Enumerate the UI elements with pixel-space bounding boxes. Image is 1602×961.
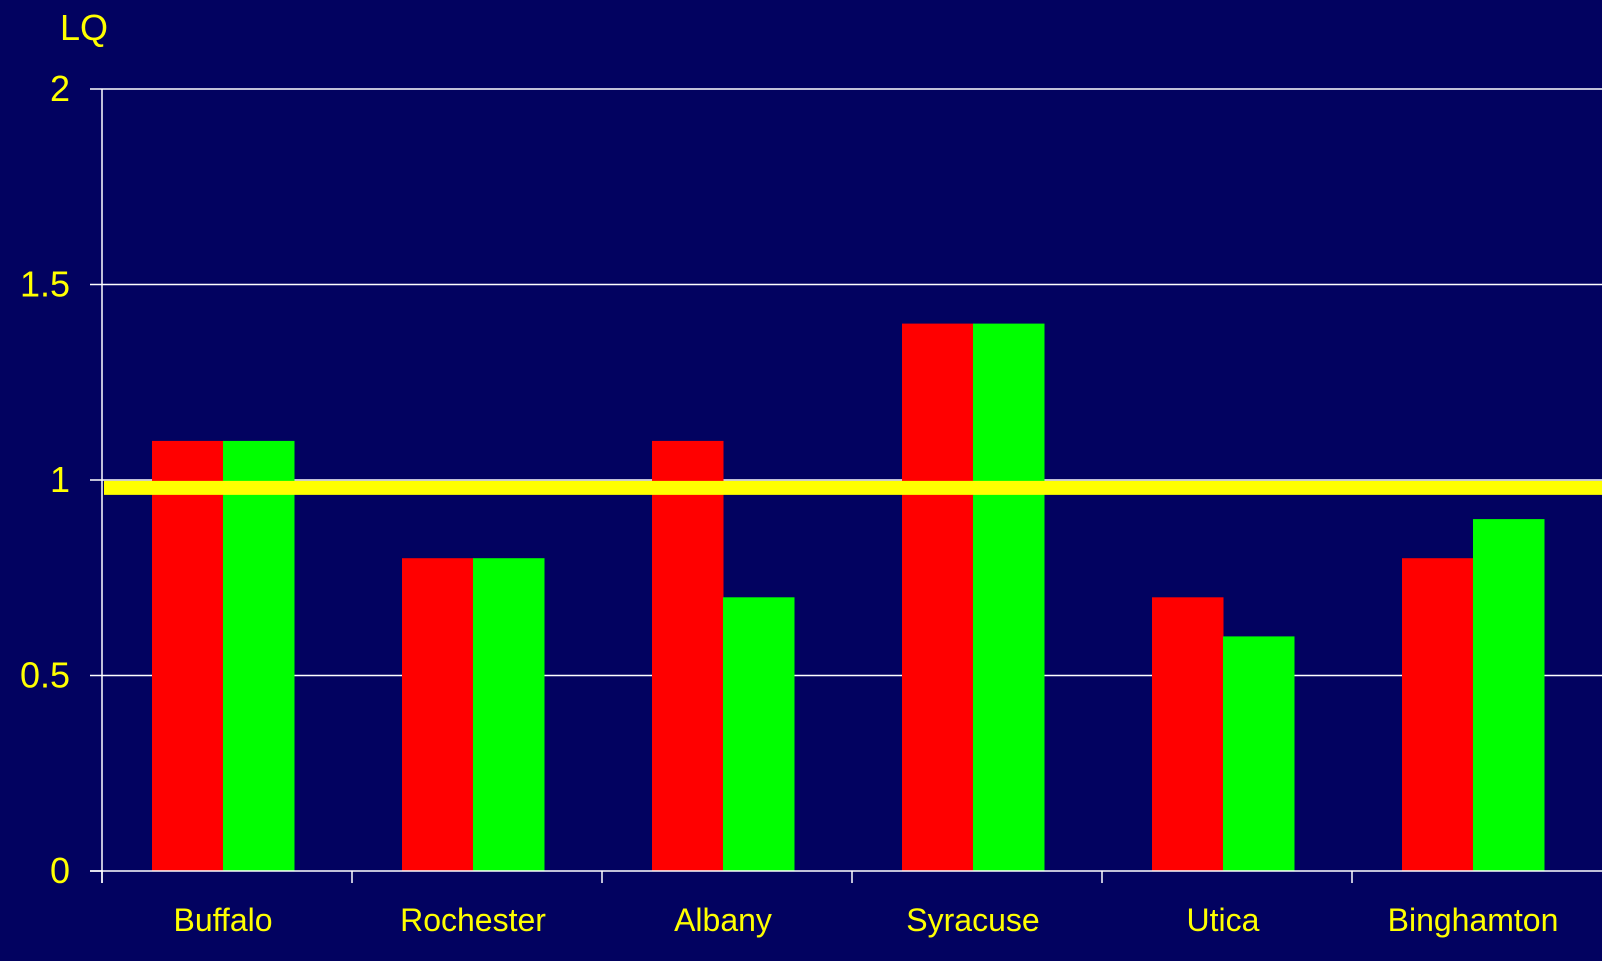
bar-buffalo-series-2: [223, 440, 295, 871]
bar-utica-series-1: [1152, 597, 1224, 871]
y-axis-label: LQ: [60, 7, 108, 48]
bar-albany-series-1: [652, 440, 724, 871]
y-tick-label: 2: [50, 68, 70, 109]
axes: [90, 88, 1602, 883]
y-tick-label: 0.5: [20, 655, 70, 696]
x-category-label: Binghamton: [1388, 902, 1559, 938]
y-tick-label: 1: [50, 459, 70, 500]
bar-binghamton-series-1: [1402, 558, 1474, 871]
bar-rochester-series-2: [473, 558, 545, 871]
bar-syracuse-series-1: [902, 323, 974, 872]
y-tick-labels: 0 0.5 1 1.5 2: [20, 68, 70, 891]
y-tick-label: 0: [50, 850, 70, 891]
gridlines: [102, 88, 1602, 677]
bar-buffalo-series-1: [152, 440, 224, 871]
x-category-label: Buffalo: [173, 902, 272, 938]
bar-syracuse-series-2: [973, 323, 1045, 872]
bar-albany-series-2: [723, 597, 795, 871]
x-category-label: Albany: [674, 902, 772, 938]
x-category-label: Rochester: [400, 902, 546, 938]
bar-rochester-series-1: [402, 558, 474, 871]
y-tick-label: 1.5: [20, 264, 70, 305]
x-category-label: Utica: [1187, 902, 1260, 938]
bars: [152, 323, 1545, 872]
bar-utica-series-2: [1223, 636, 1295, 871]
bar-binghamton-series-2: [1473, 519, 1545, 871]
x-category-label: Syracuse: [906, 902, 1039, 938]
x-category-labels: Buffalo Rochester Albany Syracuse Utica Bingh…: [173, 902, 1558, 938]
